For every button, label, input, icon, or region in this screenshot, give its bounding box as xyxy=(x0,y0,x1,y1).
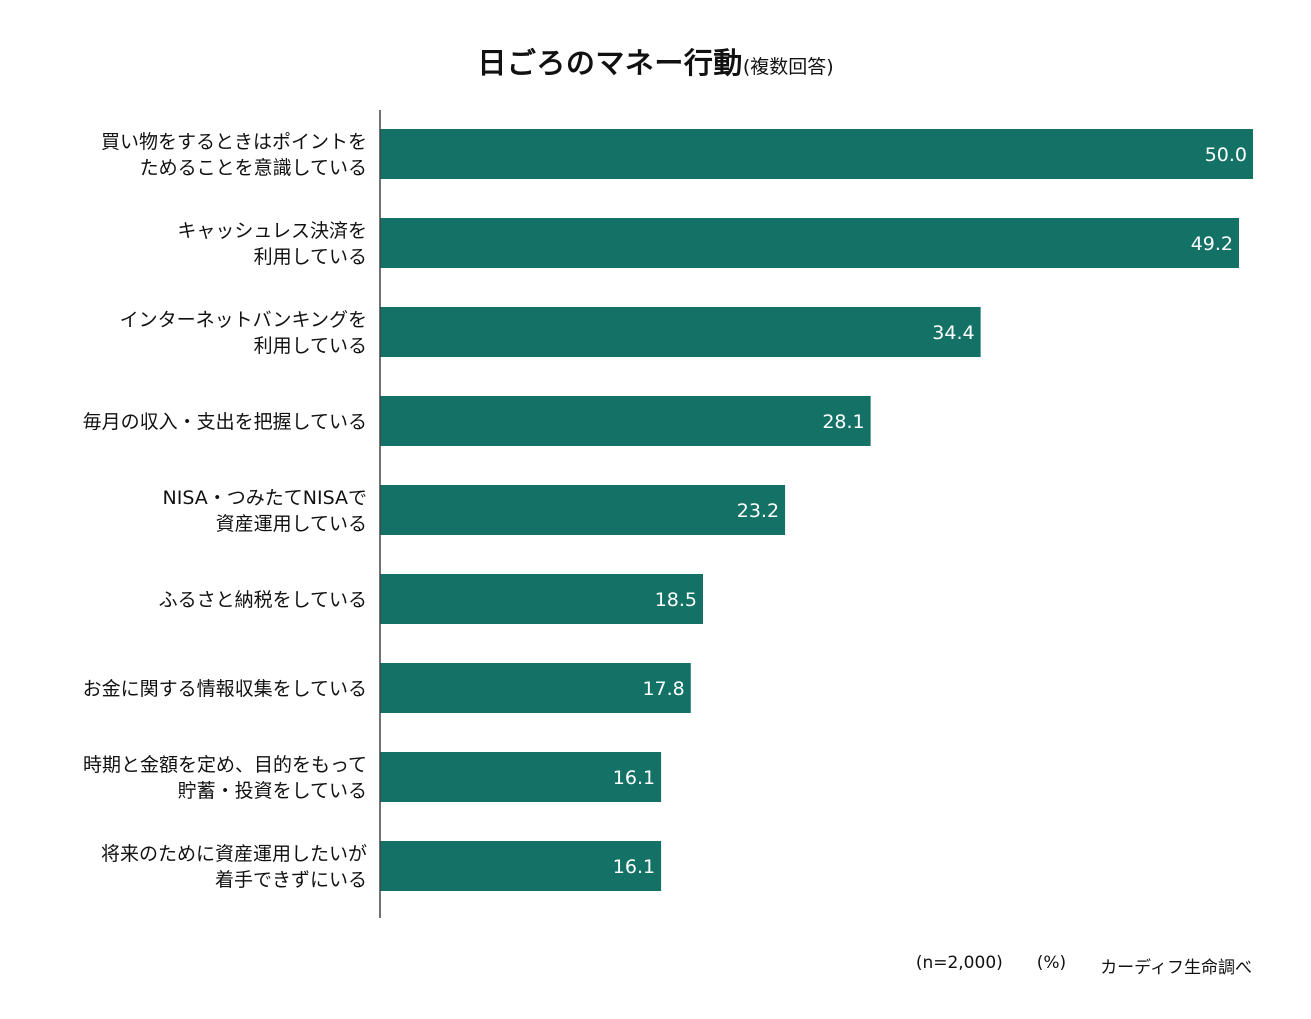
bar-value-label: 28.1 xyxy=(822,411,864,433)
bar xyxy=(380,307,981,357)
category-label: 毎月の収入・支出を把握している xyxy=(83,411,367,433)
bar xyxy=(380,574,704,624)
bar-value-label: 49.2 xyxy=(1191,233,1233,255)
bar-value-label: 16.1 xyxy=(613,767,655,789)
category-label: ふるさと納税をしている xyxy=(159,589,367,611)
category-label: 買い物をするときはポイントをためることを意識している xyxy=(101,131,367,179)
source-note: カーディフ生命調べ xyxy=(1100,958,1252,978)
chart-title-main: 日ごろのマネー行動 xyxy=(477,46,743,80)
bar xyxy=(380,485,786,535)
bar xyxy=(380,218,1240,268)
category-label: お金に関する情報収集をしている xyxy=(83,678,367,700)
bar xyxy=(380,396,871,446)
bar-value-label: 23.2 xyxy=(737,500,779,522)
bar xyxy=(380,663,691,713)
bar xyxy=(380,752,662,802)
chart-title: 日ごろのマネー行動(複数回答) xyxy=(0,40,1311,82)
bar-value-label: 18.5 xyxy=(655,589,697,611)
category-label: キャッシュレス決済を利用している xyxy=(177,220,367,268)
chart-subtitle: (複数回答) xyxy=(742,56,834,78)
category-label: 将来のために資産運用したいが着手できずにいる xyxy=(101,843,367,891)
category-label: 時期と金額を定め、目的をもって貯蓄・投資をしている xyxy=(83,754,367,802)
bar-value-label: 50.0 xyxy=(1205,144,1247,166)
bar-value-label: 34.4 xyxy=(932,322,974,344)
bar-value-label: 16.1 xyxy=(613,856,655,878)
chart-footer: (n=2,000) (%) カーディフ生命調べ xyxy=(0,953,1252,978)
sample-size-note: (n=2,000) xyxy=(915,953,1003,973)
category-label: インターネットバンキングを利用している xyxy=(120,309,367,357)
bar-value-label: 17.8 xyxy=(642,678,684,700)
bar xyxy=(380,841,662,891)
bar xyxy=(380,129,1253,179)
category-label: NISA・つみたてNISAで資産運用している xyxy=(163,487,367,535)
unit-note: (%) xyxy=(1036,953,1067,973)
